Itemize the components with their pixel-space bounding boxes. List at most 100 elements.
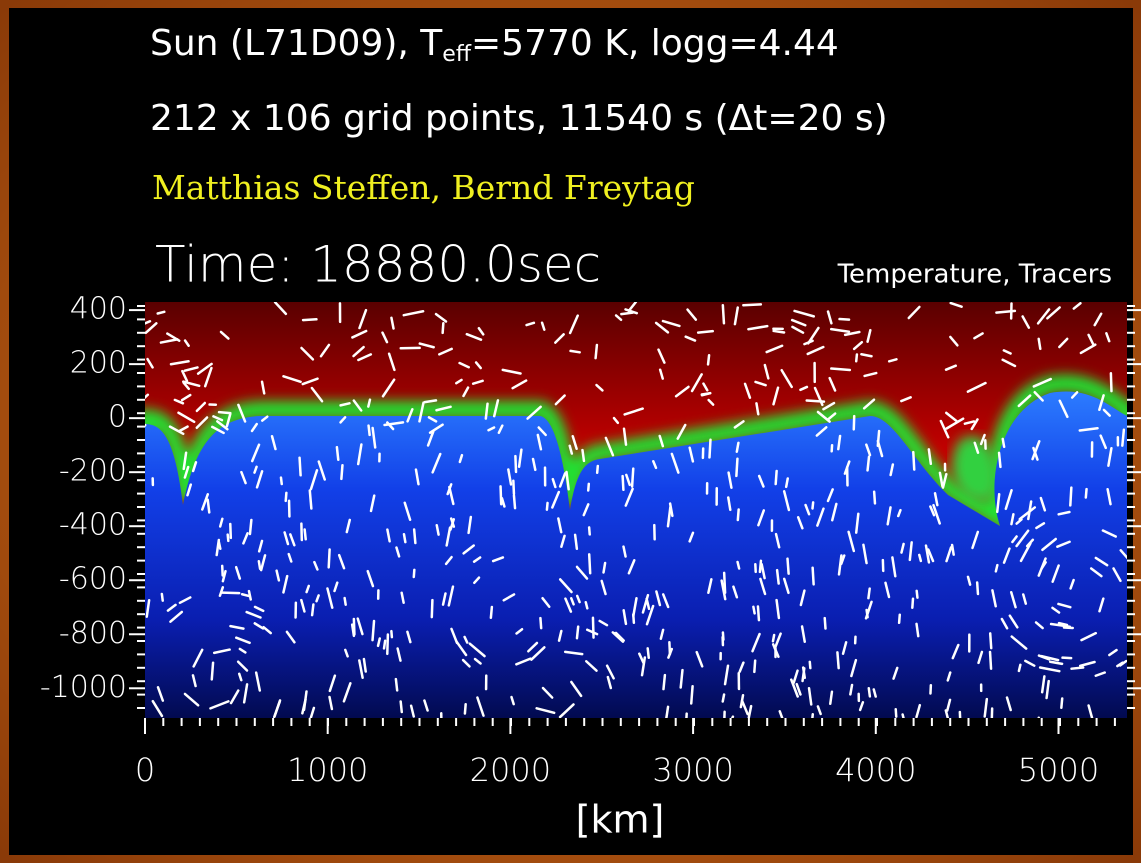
tracer [648,648,649,657]
tracer [491,607,492,618]
tracer [158,312,165,314]
tracer [401,702,402,712]
tracer [230,524,231,538]
subtitle: 212 x 106 grid points, 11540 s (Δt=20 s) [150,98,888,139]
tracer [404,534,405,542]
tracer [736,459,737,476]
tracer [874,492,875,504]
tracer [425,400,436,402]
tracer [913,452,914,469]
tracer [977,583,978,594]
tracer [756,403,758,414]
tracer [305,530,306,540]
x-tick-label: 3000 [652,751,733,789]
tracer [588,484,589,491]
tracer [281,478,282,484]
tracer [540,618,541,628]
tracer [633,614,634,622]
tracer [738,510,739,521]
tracer [337,447,338,460]
x-tick-label: 0 [135,751,155,789]
tracer [571,351,580,352]
tracer [621,313,632,315]
tracer [917,624,919,636]
tracer [878,431,879,446]
tracer [869,688,870,696]
tracer [999,453,1000,467]
tracer [952,545,954,555]
field [135,302,1132,733]
tracer [604,563,606,572]
tracer [723,632,724,639]
tracer [813,568,814,585]
tracer [589,527,590,534]
tracer [723,695,724,702]
tracer [593,618,594,638]
tracer [396,679,397,690]
tracer [868,457,869,471]
tracer [212,663,213,680]
tracer [1122,430,1124,446]
y-tick-label: -400 [59,508,127,543]
tracer [501,486,502,504]
tracer [724,573,725,593]
tracer [208,500,210,513]
tracer [754,661,755,672]
x-tick-label: 2000 [470,751,551,789]
y-tick-label: 0 [108,400,127,435]
tracer [486,404,488,419]
tracer [868,589,869,599]
x-tick-label: 4000 [835,751,916,789]
tracer [812,502,813,508]
tracer [465,704,466,713]
tracer [228,535,229,541]
tracer [391,631,392,637]
tracer [575,535,577,549]
tracer [515,456,516,472]
tracer [1070,488,1071,506]
tracer [803,668,805,681]
tracer [596,345,597,358]
tracer [514,495,515,508]
tracer [666,707,668,718]
tracer [738,562,740,569]
tracer [837,652,838,668]
tracer [990,652,991,669]
page: Sun (L71D09), Teff=5770 K, logg=4.44 212… [0,0,1141,863]
y-tick-label: -200 [59,454,127,489]
y-tick-label: 400 [70,292,127,327]
title: Sun (L71D09), Teff=5770 K, logg=4.44 [150,23,839,67]
y-tick-label: -600 [59,562,127,597]
tracer [788,559,789,574]
y-tick-label: -800 [59,616,127,651]
x-tick-label: 1000 [287,751,368,789]
tracer [259,561,260,569]
tracer [310,491,312,509]
tracer [810,662,811,668]
y-tick-label: -1000 [40,670,127,705]
tracer [242,594,249,596]
tracer [623,476,624,490]
tracer [856,354,857,361]
tracer [513,481,514,494]
tracer [1039,339,1041,349]
tracer [669,642,670,654]
tracer [777,570,779,583]
tracer [577,627,578,639]
tracer [303,319,316,320]
tracer [432,600,433,617]
authors: Matthias Steffen, Bernd Freytag [152,168,695,207]
tracer [709,440,710,458]
tracer [867,610,868,617]
tracer [437,525,439,534]
tracer [1072,667,1084,668]
tracer [830,692,832,704]
tracer [632,469,633,487]
tracer [1111,373,1112,391]
tracer [1019,665,1020,671]
tracer [387,634,388,653]
tracer [743,304,760,305]
tracer [698,331,713,332]
tracer [825,618,826,628]
tracer [1086,489,1087,497]
